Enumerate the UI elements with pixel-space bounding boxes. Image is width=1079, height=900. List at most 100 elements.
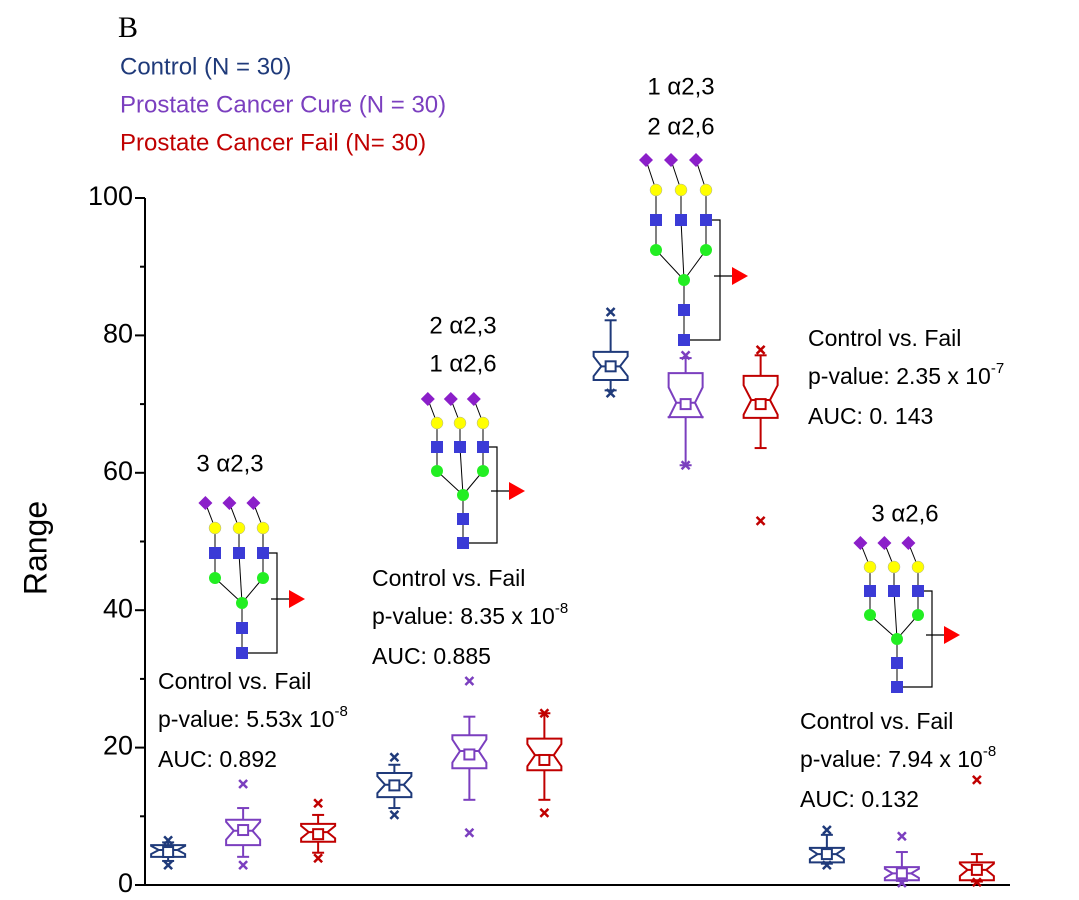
mean-marker <box>972 865 982 875</box>
outlier-marker <box>390 753 398 761</box>
stat-auc: AUC: 0.885 <box>372 643 491 669</box>
outlier-marker <box>757 346 765 354</box>
mean-marker <box>238 825 248 835</box>
sialic-acid <box>246 496 260 510</box>
stat-auc: AUC: 0.132 <box>800 786 919 812</box>
mannose <box>678 274 690 286</box>
galactose <box>454 417 466 429</box>
galactose <box>888 561 900 573</box>
mannose <box>912 609 924 621</box>
y-tick-label: 20 <box>103 731 133 761</box>
y-axis-label: Range <box>17 501 53 595</box>
glycan-diagram <box>198 496 305 659</box>
mean-marker <box>822 849 832 859</box>
sialic-acid <box>444 392 458 406</box>
fucose <box>732 267 748 285</box>
mannose <box>457 489 469 501</box>
galactose <box>650 184 662 196</box>
glcnac <box>864 585 876 597</box>
box <box>744 376 778 418</box>
galactose <box>912 561 924 573</box>
sialic-acid <box>421 392 435 406</box>
stat-p-value: p-value: 2.35 x 10-7 <box>808 360 1004 389</box>
outlier-marker <box>823 826 831 834</box>
stat-comparison: Control vs. Fail <box>808 325 961 351</box>
sialic-acid <box>222 496 236 510</box>
mean-marker <box>163 847 173 857</box>
outlier-marker <box>239 780 247 788</box>
sialic-acid <box>901 536 915 550</box>
mannose <box>650 244 662 256</box>
mean-marker <box>897 868 907 878</box>
stat-auc: AUC: 0.892 <box>158 746 277 772</box>
outlier-marker <box>607 308 615 316</box>
outlier-marker <box>540 809 548 817</box>
glcnac <box>236 622 248 634</box>
p-value-exponent: -8 <box>555 600 568 617</box>
outlier-marker <box>164 861 172 869</box>
p-value-text: p-value: 7.94 x 10 <box>800 746 983 772</box>
p-value-exponent: -7 <box>991 360 1004 377</box>
mannose <box>236 597 248 609</box>
glcnac <box>431 441 443 453</box>
glcnac <box>457 537 469 549</box>
glycan-label: 2 α2,6 <box>647 113 714 140</box>
mean-marker <box>464 749 474 759</box>
stat-comparison: Control vs. Fail <box>800 708 953 734</box>
sialic-acid <box>877 536 891 550</box>
stat-p-value: p-value: 5.53x 10-8 <box>158 703 348 732</box>
glycan-label: 1 α2,3 <box>647 73 714 100</box>
sialic-acid <box>664 153 678 167</box>
box <box>669 373 703 418</box>
glcnac <box>675 214 687 226</box>
galactose <box>257 522 269 534</box>
glycan-diagram <box>639 153 748 346</box>
glycan-label: 2 α2,3 <box>429 312 496 339</box>
fucose <box>289 590 305 608</box>
glcnac <box>888 585 900 597</box>
glycan-label: 3 α2,6 <box>871 500 938 527</box>
glcnac <box>209 547 221 559</box>
p-value-text: p-value: 5.53x 10 <box>158 706 334 732</box>
galactose <box>675 184 687 196</box>
sialic-acid <box>467 392 481 406</box>
galactose <box>233 522 245 534</box>
glycan-label: 3 α2,3 <box>196 450 263 477</box>
glcnac <box>477 441 489 453</box>
stat-comparison: Control vs. Fail <box>372 565 525 591</box>
stat-p-value: p-value: 7.94 x 10-8 <box>800 743 996 772</box>
y-tick-label: 60 <box>103 456 133 486</box>
mean-marker <box>389 780 399 790</box>
panel-label: B <box>118 11 138 44</box>
mannose <box>477 465 489 477</box>
glcnac <box>700 214 712 226</box>
mannose <box>864 609 876 621</box>
outlier-marker <box>757 517 765 525</box>
mannose <box>209 572 221 584</box>
glcnac <box>891 681 903 693</box>
glcnac <box>912 585 924 597</box>
sialic-acid <box>198 496 212 510</box>
glycan-link <box>656 250 684 280</box>
chart: B Range 020406080100Control (N = 30)Pros… <box>0 0 1079 900</box>
glycan-diagram <box>853 536 960 693</box>
outlier-marker <box>465 829 473 837</box>
p-value-text: p-value: 8.35 x 10 <box>372 603 555 629</box>
glycan-link <box>460 447 463 495</box>
glycan-link <box>894 591 897 639</box>
outlier-marker <box>898 832 906 840</box>
glcnac <box>678 304 690 316</box>
mean-marker <box>606 361 616 371</box>
stat-comparison: Control vs. Fail <box>158 668 311 694</box>
outlier-marker <box>465 677 473 685</box>
mean-marker <box>756 399 766 409</box>
legend-entry: Prostate Cancer Cure (N = 30) <box>120 91 446 118</box>
glcnac <box>257 547 269 559</box>
y-tick-label: 40 <box>103 593 133 623</box>
sialic-acid <box>853 536 867 550</box>
galactose <box>700 184 712 196</box>
outlier-marker <box>973 776 981 784</box>
p-value-exponent: -8 <box>334 703 347 720</box>
glycan-link <box>681 220 684 280</box>
mean-marker <box>313 829 323 839</box>
